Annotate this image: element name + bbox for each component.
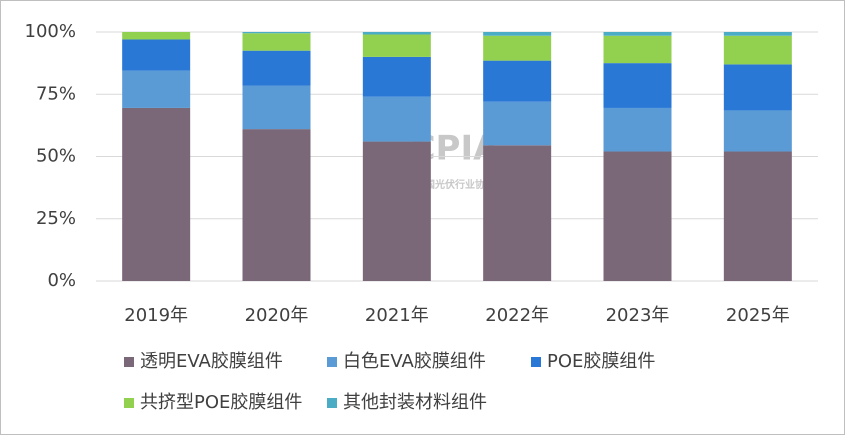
y-tick-label: 50%	[36, 146, 76, 167]
bar-segment	[603, 35, 672, 64]
bar-segment	[122, 70, 191, 108]
bar-segment	[242, 32, 311, 34]
bar-segment	[723, 32, 792, 36]
bar-segment	[723, 64, 792, 111]
legend-label: 其他封装材料组件	[343, 392, 487, 413]
y-tick-label: 75%	[36, 83, 76, 104]
bar-segment	[483, 35, 552, 61]
bar-segment	[362, 34, 431, 57]
bar-segment	[603, 32, 672, 36]
bar-segment	[483, 101, 552, 146]
legend-label: 白色EVA胶膜组件	[343, 351, 486, 372]
bar-segment	[362, 141, 431, 281]
legend-marker	[124, 357, 134, 367]
y-tick-label: 25%	[36, 208, 76, 229]
x-tick-label: 2019年	[124, 305, 188, 326]
legend-marker	[327, 357, 337, 367]
bar-segment	[242, 33, 311, 51]
y-tick-label: 0%	[47, 270, 76, 291]
bar-segment	[603, 63, 672, 108]
bar-segment	[723, 151, 792, 281]
bar-segment	[122, 39, 191, 71]
legend-marker	[531, 357, 541, 367]
bar-segment	[362, 96, 431, 142]
bar-segment	[483, 145, 552, 281]
y-tick-label: 100%	[25, 21, 76, 42]
bar-segment	[242, 129, 311, 281]
legend-label: 共挤型POE胶膜组件	[140, 392, 302, 413]
bar-segment	[362, 56, 431, 97]
x-tick-label: 2021年	[365, 305, 429, 326]
watermark: 中国光伏行业协会	[415, 178, 495, 191]
bar-segment	[122, 107, 191, 281]
legend-label: 透明EVA胶膜组件	[140, 351, 283, 372]
legend-marker	[124, 398, 134, 408]
bar-segment	[723, 110, 792, 152]
bar-segment	[362, 32, 431, 35]
bar-segment	[603, 107, 672, 152]
bar-segment	[723, 35, 792, 65]
x-tick-label: 2025年	[726, 305, 790, 326]
bar-segment	[242, 85, 311, 130]
bar-segment	[483, 60, 552, 102]
x-tick-label: 2020年	[245, 305, 309, 326]
x-tick-label: 2023年	[606, 305, 670, 326]
legend-marker	[327, 398, 337, 408]
bar-segment	[122, 32, 191, 40]
legend-label: POE胶膜组件	[547, 351, 655, 372]
x-tick-label: 2022年	[485, 305, 549, 326]
bar-segment	[242, 50, 311, 86]
bar-segment	[603, 151, 672, 281]
bar-segment	[483, 32, 552, 36]
